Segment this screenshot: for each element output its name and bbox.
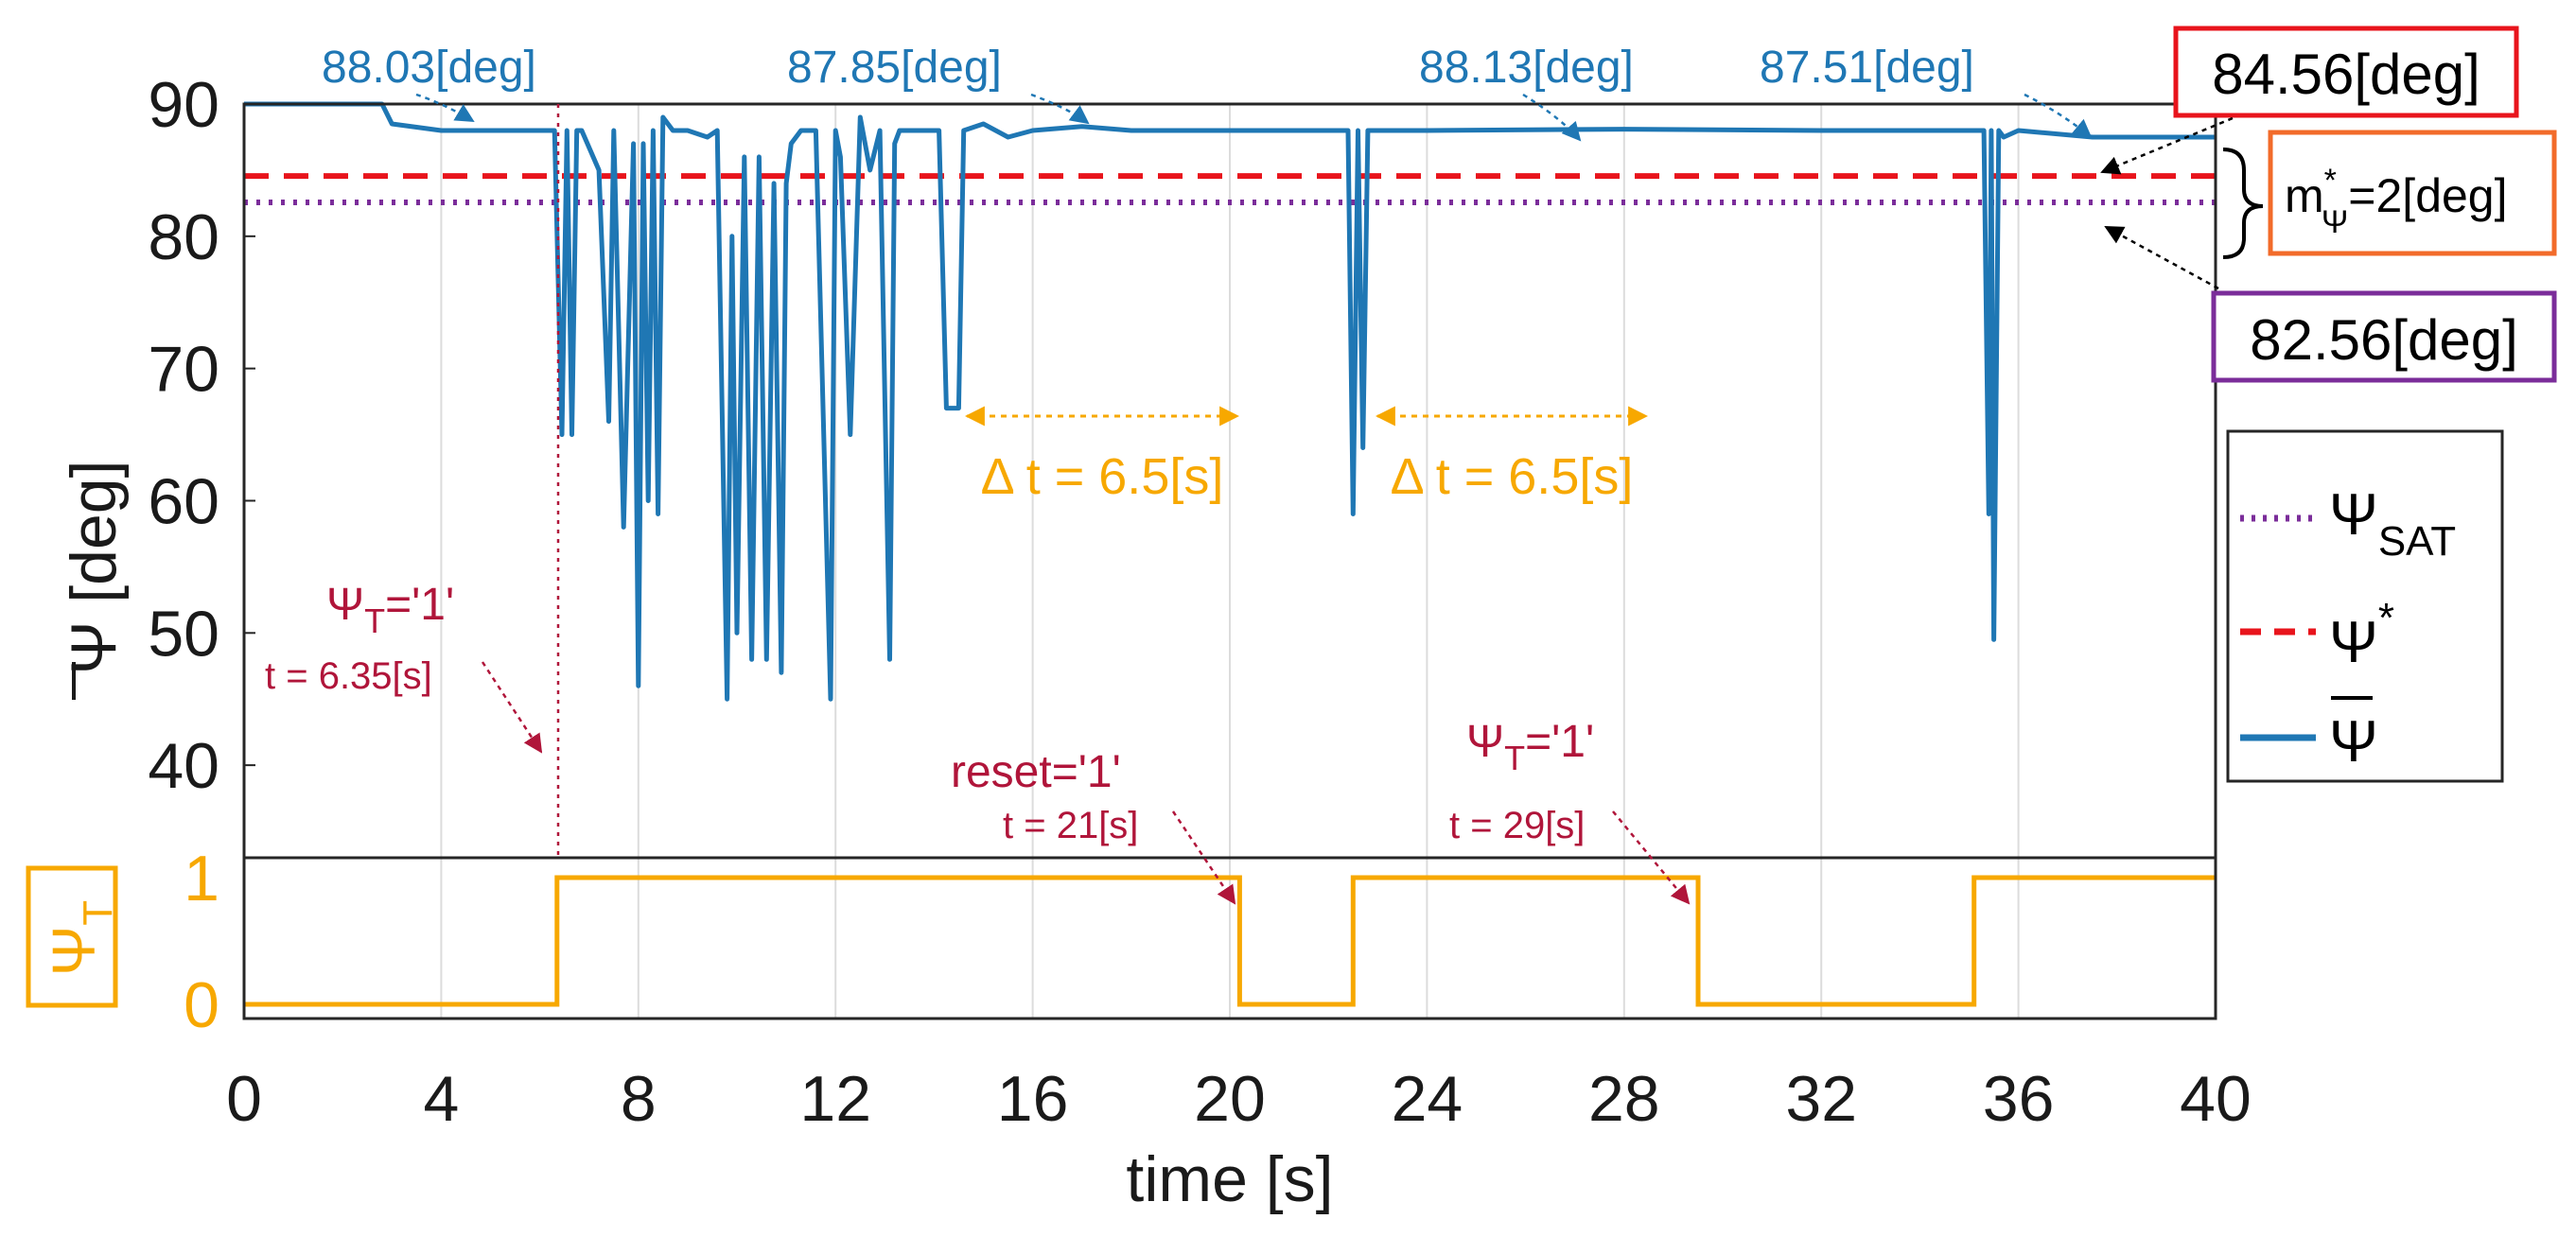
bottom-grid (440, 858, 2020, 1019)
margin-box-sub: Ψ (2322, 204, 2348, 240)
psi-star-value: 84.56[deg] (2212, 43, 2480, 106)
trigger1-eq: ='1' (385, 580, 454, 630)
psi-t-label: ΨT (40, 900, 121, 976)
trigger1-label: ΨT='1' (326, 580, 454, 640)
peak-label-4: 87.51[deg] (1760, 43, 1974, 93)
legend-box (2226, 429, 2504, 783)
x-tick-label: 32 (1785, 1063, 1857, 1135)
margin-box-sup: * (2324, 163, 2337, 199)
psi-t-label-main: Ψ (40, 926, 108, 976)
peak-label-1: 88.03[deg] (322, 43, 536, 93)
x-axis-label: time [s] (1126, 1143, 1333, 1215)
peak-arrow-2 (1030, 93, 1090, 125)
trigger1-arrow (481, 661, 543, 754)
bottom-series (244, 875, 2216, 1007)
x-tick-label: 12 (799, 1063, 871, 1135)
margin-box (2268, 130, 2557, 256)
legend-sat-main: Ψ (2329, 482, 2378, 548)
x-tick-label: 8 (621, 1063, 657, 1135)
psi-star-arrow (2100, 116, 2234, 175)
psi-t-label-sub: T (75, 900, 121, 926)
reset-label: reset='1' (951, 747, 1121, 797)
psi-sat-value: 82.56[deg] (2250, 308, 2518, 372)
x-tick-label: 0 (226, 1063, 262, 1135)
legend-star-sup: * (2378, 595, 2394, 641)
legend: ΨSAT Ψ* Ψ (2226, 429, 2504, 783)
peak-label-2: 87.85[deg] (787, 43, 1002, 93)
psi-t-step-line (244, 875, 2216, 1007)
legend-label-star: Ψ* (2329, 595, 2394, 675)
y-axis-label: Ψ [deg] (58, 461, 130, 675)
peak-arrow-1 (415, 93, 475, 123)
x-tick-label: 36 (1983, 1063, 2055, 1135)
trigger2-time: t = 29[s] (1449, 805, 1585, 846)
trigger2-arrow (1612, 810, 1691, 905)
trigger1-time: t = 6.35[s] (265, 655, 432, 697)
trigger2-eq: ='1' (1525, 717, 1594, 767)
peak-label-3: 88.13[deg] (1419, 43, 1634, 93)
bottom-plot: 01 0 4 8 12 16 20 24 28 32 36 40 (184, 843, 2252, 1135)
margin-box-rest: =2[deg] (2348, 169, 2507, 222)
bottom-y-tick-label: 0 (184, 969, 219, 1041)
top-grid (440, 104, 2020, 858)
bottom-plot-frame (242, 856, 2217, 1020)
margin-box-text: m* Ψ=2[deg] (2285, 163, 2508, 240)
top-yticks: 40 50 60 70 80 90 (148, 69, 255, 802)
trigger1-main: Ψ (326, 580, 364, 630)
delta-t-1-label: Δ t = 6.5[s] (981, 448, 1224, 505)
trigger1-sub: T (364, 601, 385, 640)
trigger2-main: Ψ (1466, 717, 1504, 767)
x-tick-label: 20 (1194, 1063, 1266, 1135)
margin-brace (2222, 148, 2264, 259)
top-y-tick-label: 50 (148, 598, 219, 670)
legend-label-bar: Ψ (2329, 709, 2378, 775)
x-tick-label: 40 (2180, 1063, 2252, 1135)
legend-label-sat: ΨSAT (2329, 482, 2456, 565)
peak-arrow-3 (1522, 93, 1582, 142)
top-y-tick-label: 90 (148, 69, 219, 141)
series-line-0 (244, 101, 2216, 702)
psi-star-value-box (2173, 26, 2519, 118)
x-tick-label: 28 (1588, 1063, 1660, 1135)
top-y-tick-label: 70 (148, 334, 219, 406)
top-y-tick-label: 40 (148, 730, 219, 802)
top-y-tick-label: 60 (148, 465, 219, 537)
top-plot: 40 50 60 70 80 90 (148, 69, 2217, 860)
reset-time: t = 21[s] (1003, 805, 1138, 846)
psi-t-label-box (26, 865, 118, 1008)
trigger2-label: ΨT='1' (1466, 717, 1594, 777)
top-series (244, 101, 2216, 702)
bottom-yticks: 01 (184, 843, 219, 1041)
margin-box-m: m (2285, 169, 2324, 222)
trigger2-sub: T (1504, 739, 1525, 777)
x-tick-label: 24 (1392, 1063, 1463, 1135)
top-y-tick-label: 80 (148, 201, 219, 273)
psi-sat-value-box (2211, 290, 2557, 383)
psi-sat-arrow (2104, 225, 2219, 290)
delta-t-2-label: Δ t = 6.5[s] (1391, 448, 1634, 505)
legend-sat-sub: SAT (2378, 518, 2456, 565)
x-tick-label: 16 (997, 1063, 1069, 1135)
x-ticks: 0 4 8 12 16 20 24 28 32 36 40 (226, 1063, 2252, 1135)
bottom-y-tick-label: 1 (184, 843, 219, 914)
x-tick-label: 4 (423, 1063, 459, 1135)
peak-arrow-4 (2024, 93, 2093, 139)
legend-star-main: Ψ (2329, 610, 2378, 675)
